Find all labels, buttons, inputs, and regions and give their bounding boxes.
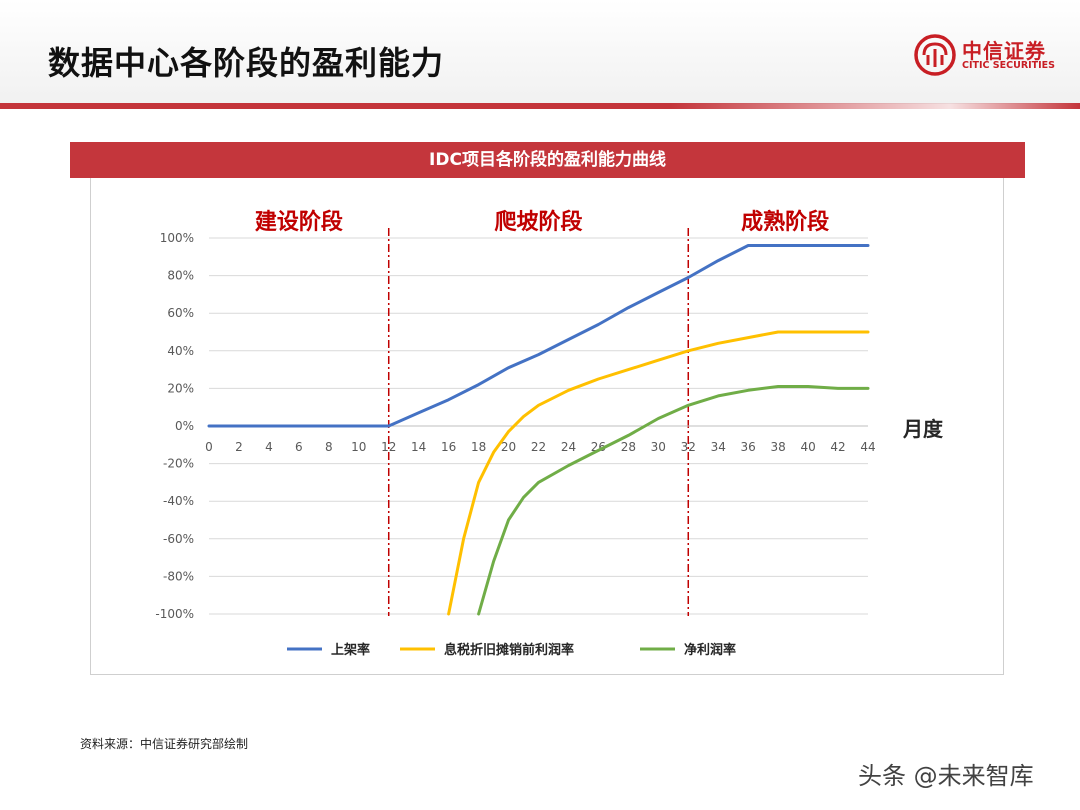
y-tick-label: -60% [163, 532, 194, 546]
x-tick-label: 34 [711, 440, 726, 454]
page-title: 数据中心各阶段的盈利能力 [48, 44, 445, 82]
logo-name-en: CITIC SECURITIES [962, 60, 1056, 71]
y-tick-label: 60% [167, 306, 194, 320]
x-tick-label: 8 [325, 440, 333, 454]
x-tick-label: 24 [561, 440, 576, 454]
x-tick-label: 42 [830, 440, 845, 454]
logo-name-cn: 中信证券 [962, 39, 1046, 63]
y-tick-label: 20% [167, 381, 194, 395]
legend-label: 上架率 [331, 642, 370, 658]
legend-label: 净利润率 [684, 642, 736, 658]
y-tick-label: 0% [175, 419, 194, 433]
watermark: 头条 @未来智库 [858, 762, 1034, 790]
y-tick-label: -20% [163, 457, 194, 471]
x-tick-label: 12 [381, 440, 396, 454]
chart-title: IDC项目各阶段的盈利能力曲线 [70, 142, 1025, 178]
x-tick-label: 26 [591, 440, 606, 454]
x-tick-label: 40 [800, 440, 815, 454]
x-tick-label: 32 [681, 440, 696, 454]
x-tick-label: 4 [265, 440, 273, 454]
x-tick-label: 30 [651, 440, 666, 454]
series-line-1 [207, 244, 870, 428]
x-tick-label: 14 [411, 440, 426, 454]
x-axis-label: 月度 [902, 417, 944, 441]
x-tick-label: 20 [501, 440, 516, 454]
x-tick-label: 6 [295, 440, 303, 454]
header-bar [0, 0, 1080, 104]
citic-logo-icon [914, 34, 956, 76]
x-tick-label: 10 [351, 440, 366, 454]
phase-label: 成熟阶段 [741, 209, 829, 235]
legend-label: 息税折旧摊销前利润率 [444, 642, 574, 658]
x-tick-label: 2 [235, 440, 243, 454]
x-tick-label: 36 [741, 440, 756, 454]
y-tick-label: 40% [167, 344, 194, 358]
header-rule [0, 103, 1080, 109]
phase-label: 爬坡阶段 [494, 209, 582, 235]
x-tick-label: 16 [441, 440, 456, 454]
x-tick-label: 18 [471, 440, 486, 454]
y-tick-label: 80% [167, 269, 194, 283]
y-tick-label: -100% [155, 607, 194, 621]
series-line-3 [477, 385, 870, 616]
x-tick-label: 44 [860, 440, 875, 454]
x-tick-label: 28 [621, 440, 636, 454]
y-tick-label: -80% [163, 569, 194, 583]
phase-label: 建设阶段 [255, 209, 343, 235]
series-line-2 [447, 330, 870, 616]
y-tick-label: 100% [160, 231, 194, 245]
x-tick-label: 0 [205, 440, 213, 454]
source-note: 资料来源：中信证券研究部绘制 [80, 737, 249, 751]
company-logo: 中信证券 CITIC SECURITIES [914, 34, 1064, 78]
y-tick-label: -40% [163, 494, 194, 508]
x-tick-label: 22 [531, 440, 546, 454]
chart-frame [90, 178, 1004, 675]
x-tick-label: 38 [770, 440, 785, 454]
